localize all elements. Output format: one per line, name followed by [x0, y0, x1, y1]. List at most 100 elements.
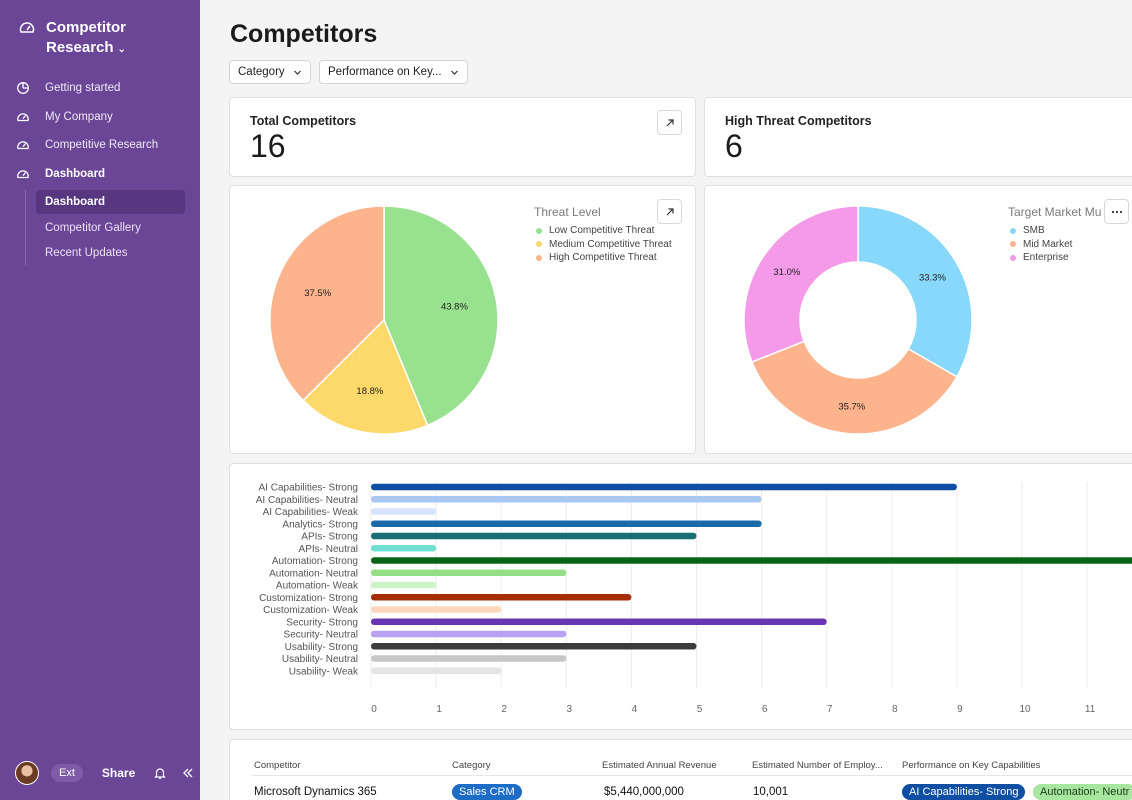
legend-item-high: High Competitive Threat	[536, 251, 672, 265]
chart-legend-title: Target Market Mu	[1008, 205, 1102, 219]
subnav-item-dashboard[interactable]: Dashboard	[36, 190, 185, 214]
arrow-up-right-icon	[666, 118, 674, 126]
bar[interactable]	[371, 483, 957, 491]
y-category-label: APIs- Neutral	[299, 544, 358, 555]
bar[interactable]	[371, 594, 632, 601]
performance-filter[interactable]: Performance on Key...	[319, 60, 468, 84]
sidebar-item-label: Dashboard	[45, 167, 106, 180]
gauge-icon	[17, 170, 29, 178]
slice-label: 37.5%	[304, 288, 331, 299]
pie-slice[interactable]	[383, 205, 499, 427]
workspace-name-line2: Research ⌄	[46, 39, 126, 56]
avatar[interactable]	[15, 761, 39, 785]
y-category-label: Usability- Strong	[285, 642, 358, 653]
bar[interactable]	[371, 667, 502, 675]
page-title: Competitors	[230, 20, 378, 48]
sidebar-item-competitive-research[interactable]: Competitive Research	[16, 131, 188, 160]
pie-slice[interactable]	[751, 340, 958, 435]
threat-level-card: 43.8% 18.8% 37.5% Threat Level Low Competi…	[229, 185, 696, 454]
gauge-icon	[17, 141, 29, 150]
capability-tag: AI Capabilities- Strong	[902, 784, 1026, 800]
x-tick-label: 2	[501, 704, 507, 715]
bar[interactable]	[371, 508, 437, 515]
x-tick-label: 9	[957, 704, 963, 715]
bar[interactable]	[371, 630, 567, 638]
workspace-name-line1: Competitor	[46, 19, 126, 36]
y-category-label: AI Capabilities- Weak	[263, 507, 359, 518]
kpi-label: High Threat Competitors	[725, 114, 872, 128]
x-tick-label: 4	[632, 704, 638, 715]
sidebar-nav: Getting started My Company Competitive R…	[16, 74, 188, 267]
legend-item-enterprise: Enterprise	[1010, 251, 1072, 265]
x-tick-label: 5	[697, 704, 703, 715]
sidebar-item-getting-started[interactable]: Getting started	[16, 74, 188, 103]
y-category-label: APIs- Strong	[301, 532, 358, 543]
bar[interactable]	[371, 520, 762, 528]
bar[interactable]	[371, 581, 437, 589]
x-tick-label: 3	[567, 704, 573, 715]
pie-slice[interactable]	[302, 318, 429, 435]
bar[interactable]	[371, 532, 697, 540]
cell-competitor: Microsoft Dynamics 365	[254, 786, 377, 798]
slice-label: 18.8%	[356, 386, 383, 397]
bar[interactable]	[371, 606, 502, 613]
legend-swatch	[536, 241, 542, 248]
legend-swatch	[536, 227, 542, 234]
bar[interactable]	[371, 655, 567, 662]
legend-item-mid-market: Mid Market	[1010, 238, 1072, 252]
sidebar-item-label: My Company	[45, 110, 113, 123]
category-filter[interactable]: Category	[229, 60, 311, 84]
chevron-down-icon: ⌄	[117, 44, 126, 55]
bar[interactable]	[371, 496, 762, 503]
capability-tag: Automation- Neutr	[1033, 784, 1132, 800]
slice-label: 43.8%	[441, 302, 468, 313]
bar[interactable]	[371, 569, 567, 577]
expand-button[interactable]	[657, 110, 682, 135]
bar[interactable]	[371, 545, 437, 552]
pie-slice[interactable]	[269, 205, 385, 402]
column-header-competitor[interactable]: Competitor	[254, 760, 301, 771]
kpi-card-total-competitors: Total Competitors 16	[229, 97, 696, 177]
chart-legend-title: Threat Level	[534, 205, 601, 219]
pie-slice[interactable]	[857, 205, 973, 378]
legend-swatch	[1010, 241, 1016, 248]
y-category-label: Usability- Weak	[289, 666, 359, 677]
more-horizontal-icon	[1111, 210, 1122, 213]
main-content: Competitors Category Performance on Key.…	[200, 0, 1132, 800]
competitors-table: Competitor Category Estimated Annual Rev…	[229, 739, 1132, 800]
collapse-sidebar-icon[interactable]	[181, 766, 195, 780]
column-header-capabilities[interactable]: Performance on Key Capabilities	[902, 760, 1041, 771]
bar[interactable]	[371, 557, 1132, 564]
slice-label: 31.0%	[773, 267, 800, 278]
cell-employees: 10,001	[753, 786, 789, 798]
column-header-category[interactable]: Category	[452, 760, 491, 771]
filter-label: Performance on Key...	[328, 66, 442, 78]
y-category-label: Usability- Neutral	[282, 654, 358, 665]
x-tick-label: 10	[1019, 704, 1031, 715]
workspace-switcher[interactable]: Competitor Research ⌄	[18, 18, 126, 60]
share-button[interactable]: Share	[101, 766, 136, 780]
gauge-icon	[17, 113, 29, 121]
kpi-label: Total Competitors	[250, 114, 357, 128]
sidebar-item-my-company[interactable]: My Company	[16, 103, 188, 132]
bar[interactable]	[371, 618, 827, 626]
subnav-item-recent-updates[interactable]: Recent Updates	[45, 247, 128, 259]
expand-button[interactable]	[657, 199, 682, 224]
column-header-employees[interactable]: Estimated Number of Employ...	[752, 760, 883, 771]
slice-label: 33.3%	[919, 272, 946, 283]
bar[interactable]	[371, 643, 697, 650]
legend-swatch	[536, 254, 542, 261]
subnav-item-competitor-gallery[interactable]: Competitor Gallery	[45, 221, 141, 234]
ext-badge[interactable]: Ext	[51, 764, 83, 782]
y-category-label: Analytics- Strong	[282, 519, 358, 530]
legend-swatch	[1010, 254, 1016, 261]
bell-icon[interactable]	[153, 766, 167, 780]
pie-slice[interactable]	[743, 205, 859, 363]
sidebar-item-label: Competitive Research	[45, 139, 159, 152]
more-options-button[interactable]	[1104, 199, 1129, 224]
kpi-value: 16	[250, 128, 286, 164]
sidebar-item-dashboard[interactable]: Dashboard	[16, 160, 188, 189]
arrow-up-right-icon	[666, 207, 674, 215]
column-header-revenue[interactable]: Estimated Annual Revenue	[602, 760, 717, 771]
y-category-label: Automation- Strong	[272, 556, 358, 567]
